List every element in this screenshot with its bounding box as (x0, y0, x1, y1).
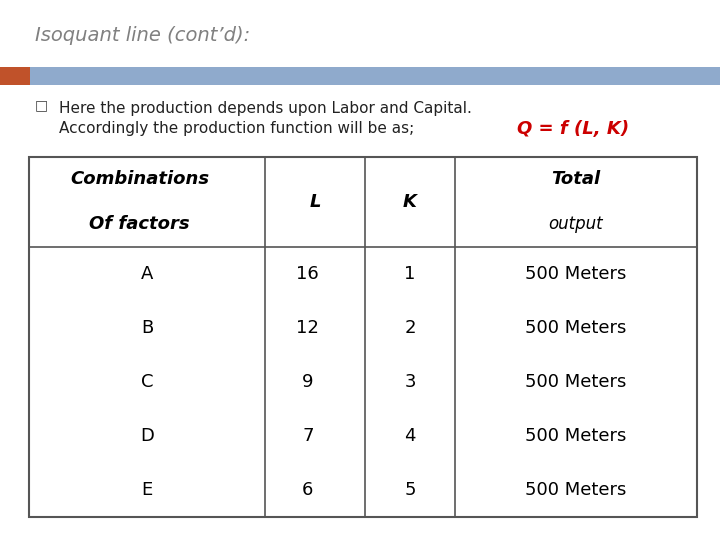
Text: Combinations: Combinations (70, 170, 210, 188)
Text: output: output (549, 215, 603, 233)
Text: Of factors: Of factors (89, 215, 190, 233)
Text: 500 Meters: 500 Meters (526, 319, 626, 337)
Text: 7: 7 (302, 427, 313, 445)
Text: D: D (140, 427, 154, 445)
Text: Here the production depends upon Labor and Capital.: Here the production depends upon Labor a… (59, 100, 472, 116)
Text: L: L (310, 193, 320, 211)
Text: Total: Total (552, 170, 600, 188)
Text: □: □ (35, 98, 48, 112)
Text: 1: 1 (405, 265, 415, 282)
Text: Q = f (L, K): Q = f (L, K) (517, 119, 629, 138)
Text: C: C (140, 373, 153, 391)
Bar (0, 67, 720, 85)
Text: 9: 9 (302, 373, 313, 391)
Text: B: B (141, 319, 153, 337)
Text: 2: 2 (404, 319, 415, 337)
Text: A: A (140, 265, 153, 282)
Text: 500 Meters: 500 Meters (526, 373, 626, 391)
Text: 6: 6 (302, 481, 313, 500)
Text: Accordingly the production function will be as;: Accordingly the production function will… (59, 121, 414, 136)
Text: 4: 4 (404, 427, 415, 445)
Text: 3: 3 (404, 373, 415, 391)
Text: 12: 12 (297, 319, 319, 337)
Text: E: E (141, 481, 153, 500)
Bar (0, 67, 30, 85)
Text: 500 Meters: 500 Meters (526, 265, 626, 282)
Text: 16: 16 (297, 265, 319, 282)
Text: 500 Meters: 500 Meters (526, 427, 626, 445)
Text: 5: 5 (404, 481, 415, 500)
Text: K: K (403, 193, 417, 211)
Text: 500 Meters: 500 Meters (526, 481, 626, 500)
Text: Isoquant line (cont’d):: Isoquant line (cont’d): (35, 26, 250, 45)
